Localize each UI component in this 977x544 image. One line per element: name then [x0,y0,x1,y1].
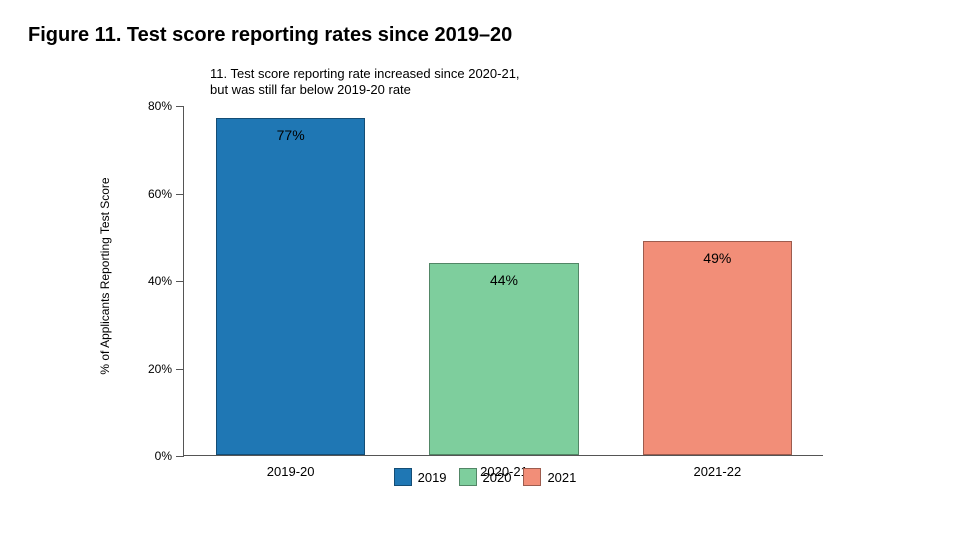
y-axis-label: % of Applicants Reporting Test Score [98,177,112,374]
y-tick-label: 40% [148,274,184,288]
y-tick-label: 20% [148,362,184,376]
y-tick-label: 0% [155,449,184,463]
y-tick-label: 60% [148,187,184,201]
legend-swatch [394,468,412,486]
bar: 77% [216,118,365,455]
bar: 49% [643,241,792,455]
legend-swatch [459,468,477,486]
legend-label: 2020 [483,470,512,485]
bar-value-label: 77% [217,127,364,143]
y-tick-label: 80% [148,99,184,113]
legend-swatch [523,468,541,486]
chart-subtitle: 11. Test score reporting rate increased … [210,66,520,99]
figure-title: Figure 11. Test score reporting rates si… [28,24,512,47]
legend-item: 2020 [459,468,512,486]
bar-value-label: 44% [430,272,577,288]
bar: 44% [429,263,578,456]
bar-value-label: 49% [644,250,791,266]
legend-label: 2021 [547,470,576,485]
legend-label: 2019 [418,470,447,485]
legend-item: 2021 [523,468,576,486]
plot-area: 0%20%40%60%80%77%2019-2044%2020-2149%202… [183,106,823,456]
legend-item: 2019 [394,468,447,486]
chart: 11. Test score reporting rate increased … [105,66,865,486]
legend: 2019 2020 2021 [105,468,865,486]
